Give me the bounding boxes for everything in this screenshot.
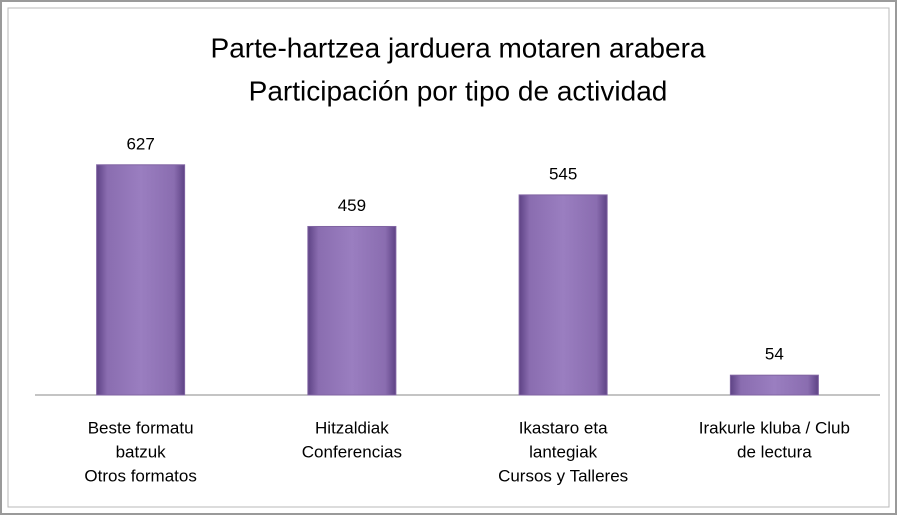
- x-tick-label: Irakurle kluba / Club: [699, 418, 850, 437]
- bar: [96, 164, 186, 396]
- x-tick-label: Ikastaro eta: [519, 418, 608, 437]
- x-tick-label: Hitzaldiak: [315, 418, 389, 437]
- chart-title: Parte-hartzea jarduera motaren arabera: [211, 32, 706, 63]
- data-label: 627: [126, 134, 154, 153]
- x-tick-label: Otros formatos: [84, 466, 196, 485]
- x-tick-label: batzuk: [116, 442, 167, 461]
- bar: [518, 194, 608, 396]
- x-tick-label: de lectura: [737, 442, 812, 461]
- bar: [729, 374, 819, 396]
- x-tick-label: Cursos y Talleres: [498, 466, 628, 485]
- inner-frame: [7, 7, 890, 508]
- x-tick-label: Conferencias: [302, 442, 402, 461]
- data-label: 459: [338, 196, 366, 215]
- chart-subtitle: Participación por tipo de actividad: [249, 75, 668, 106]
- bar: [307, 225, 397, 396]
- x-tick-label: lantegiak: [529, 442, 598, 461]
- data-label: 54: [765, 345, 784, 364]
- data-label: 545: [549, 164, 577, 183]
- x-tick-label: Beste formatu: [88, 418, 194, 437]
